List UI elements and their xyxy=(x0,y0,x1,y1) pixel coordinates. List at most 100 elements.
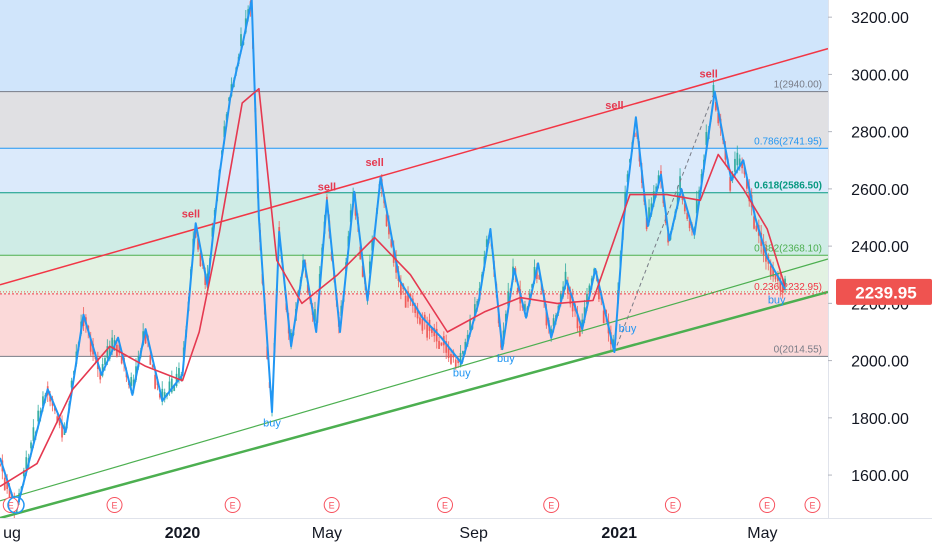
candle-body xyxy=(569,292,572,305)
candle-body xyxy=(729,177,732,191)
series-zigzag xyxy=(0,0,786,511)
y-tick-label: 3200.00 xyxy=(851,10,909,27)
candle-body xyxy=(89,339,92,352)
candle-body xyxy=(705,131,708,145)
candle-body xyxy=(407,291,409,302)
candle-body xyxy=(111,337,114,351)
event-marker-label: E xyxy=(670,501,676,511)
candle-body xyxy=(158,393,161,398)
annotation-sell: sell xyxy=(605,100,623,112)
candle-body xyxy=(772,266,775,277)
y-tick-label: 2800.00 xyxy=(851,125,909,142)
candle-body xyxy=(588,285,591,292)
x-tick-label: ug xyxy=(3,525,21,542)
candle-body xyxy=(154,374,157,389)
event-marker xyxy=(437,497,454,513)
candle-body xyxy=(676,193,679,206)
band-0.786 xyxy=(0,91,828,149)
candle-body xyxy=(104,358,106,365)
candle-body xyxy=(390,239,393,247)
candle-body xyxy=(748,187,751,202)
y-axis[interactable]: 1600.001800.002000.002200.002400.002600.… xyxy=(828,0,932,550)
candle-body xyxy=(504,313,507,322)
y-axis-panel xyxy=(828,0,932,550)
candle-body xyxy=(414,305,417,313)
candle-body xyxy=(679,176,681,190)
candle-body xyxy=(781,283,784,293)
series-moving-average xyxy=(0,87,786,488)
candle-body xyxy=(30,442,32,449)
annotation-buy: buy xyxy=(263,417,281,429)
candle-body xyxy=(745,178,748,189)
annotation-buy: buy xyxy=(768,294,786,306)
candle-body xyxy=(440,342,443,346)
candle-body xyxy=(462,350,464,354)
x-tick-label: May xyxy=(312,525,342,542)
candle-body xyxy=(361,265,364,277)
event-marker-label: E xyxy=(112,501,118,511)
candle-body xyxy=(516,288,519,293)
candle-body xyxy=(421,318,424,331)
candle-body xyxy=(576,314,579,329)
annotation-sell: sell xyxy=(365,157,383,169)
candle-body xyxy=(779,278,782,291)
candle-body xyxy=(25,457,28,469)
candle-body xyxy=(399,282,402,295)
candle-body xyxy=(144,333,147,344)
candle-body xyxy=(626,174,629,183)
trendline-support-lower xyxy=(0,290,829,520)
candle-body xyxy=(438,340,440,349)
candle-body xyxy=(349,210,352,222)
y-tick-label: 1800.00 xyxy=(851,411,909,428)
y-tick-label: 1600.00 xyxy=(851,468,909,485)
candle-body xyxy=(712,84,715,96)
fib-label-0.618: 0.618(2586.50) xyxy=(754,181,822,192)
event-marker xyxy=(323,497,340,513)
x-axis[interactable]: ug 2020 May Sep 2021 May xyxy=(0,518,932,550)
candle-body xyxy=(535,268,538,279)
fib-label-0.382: 0.382(2368.10) xyxy=(754,243,822,254)
annotation-sell: sell xyxy=(182,209,200,221)
candle-body xyxy=(99,371,102,380)
candle-body xyxy=(559,294,562,302)
event-marker-label: E xyxy=(8,501,14,511)
annotation-sell: sell xyxy=(318,181,336,193)
event-marker xyxy=(759,497,776,513)
candle-body xyxy=(151,364,154,368)
candle-body xyxy=(108,347,111,359)
candle-body xyxy=(306,284,309,293)
band-top xyxy=(0,0,828,92)
candle-body xyxy=(652,191,655,203)
candle-body xyxy=(755,225,758,231)
candle-body xyxy=(32,427,35,442)
candle-body xyxy=(56,416,59,423)
last-price-text: 2239.95 xyxy=(855,283,916,302)
fib-label-1: 1(2940.00) xyxy=(774,80,822,91)
candle-body xyxy=(450,353,452,364)
candle-body xyxy=(524,304,526,312)
candle-body xyxy=(58,419,61,426)
candle-body xyxy=(769,265,772,277)
fib-label-0: 0(2014.55) xyxy=(774,344,822,355)
candle-body xyxy=(130,377,133,386)
trendlines[interactable] xyxy=(0,47,829,520)
band-0.382 xyxy=(0,192,828,256)
candle-body xyxy=(686,212,689,220)
event-marker-label: E xyxy=(230,501,236,511)
candle-body xyxy=(371,240,374,251)
x-tick-label: Sep xyxy=(459,525,488,542)
candle-body xyxy=(473,304,476,317)
start-marker-ring xyxy=(7,496,25,514)
annotation-buy: buy xyxy=(619,323,637,335)
event-marker xyxy=(224,497,241,513)
candle-body xyxy=(435,328,438,342)
band-0.236 xyxy=(0,255,828,294)
annotation-sell: sell xyxy=(700,68,718,80)
candle-body xyxy=(469,320,471,331)
candle-body xyxy=(533,266,536,280)
candle-body xyxy=(197,238,199,250)
event-marker xyxy=(664,497,681,513)
